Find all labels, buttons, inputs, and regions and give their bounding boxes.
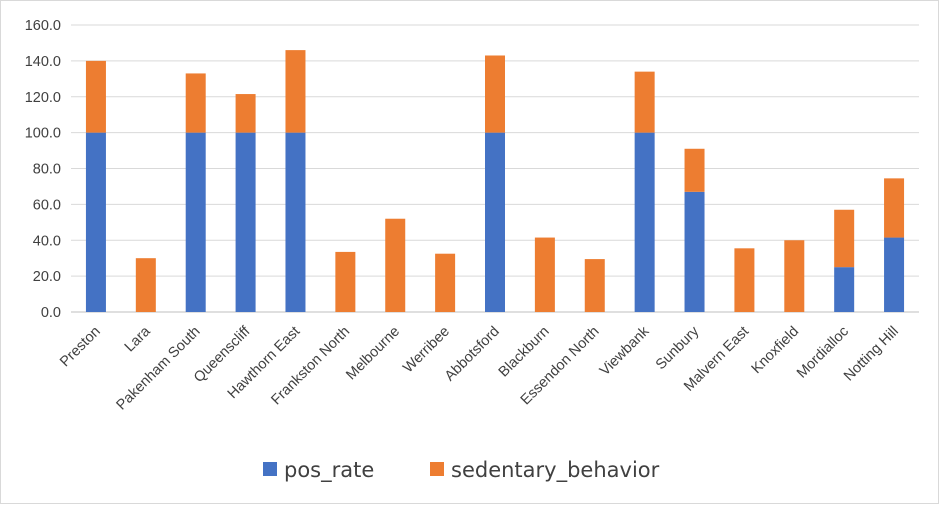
bar-sedentary-behavior	[784, 240, 805, 312]
y-tick-label: 0.0	[41, 305, 61, 321]
legend-label: pos_rate	[284, 458, 374, 483]
bar-sedentary-behavior	[584, 259, 605, 312]
legend-label: sedentary_behavior	[451, 458, 660, 483]
bar-sedentary-behavior	[684, 148, 705, 192]
bar-pos-rate	[634, 132, 655, 312]
x-tick-label: Viewbank	[597, 323, 653, 379]
bar-sedentary-behavior	[185, 73, 206, 133]
x-tick-label: Abbotsford	[442, 324, 503, 385]
legend-swatch	[263, 462, 277, 476]
x-tick-label: Preston	[57, 324, 104, 371]
bar-sedentary-behavior	[834, 209, 855, 268]
y-tick-label: 140.0	[25, 54, 61, 70]
x-tick-label: Werribee	[400, 324, 453, 377]
bar-sedentary-behavior	[85, 60, 106, 133]
bar-pos-rate	[285, 132, 306, 312]
x-tick-label: Melbourne	[343, 324, 403, 384]
legend: pos_rate sedentary_behavior	[263, 458, 660, 483]
bar-sedentary-behavior	[734, 248, 755, 312]
x-tick-label: Sunbury	[653, 323, 703, 373]
y-tick-label: 20.0	[33, 269, 61, 285]
legend-swatch	[430, 462, 444, 476]
y-tick-label: 120.0	[25, 90, 61, 106]
bar-pos-rate	[185, 132, 206, 312]
x-tick-label: Pakenham South	[114, 324, 204, 414]
y-tick-label: 40.0	[33, 233, 61, 249]
bar-sedentary-behavior	[534, 237, 555, 312]
bar-sedentary-behavior	[135, 258, 156, 312]
x-tick-label: Lara	[122, 323, 154, 355]
bar-pos-rate	[834, 267, 855, 312]
bar-pos-rate	[485, 132, 505, 312]
y-tick-label: 60.0	[33, 197, 61, 213]
y-axis-tick-labels: 0.0 20.0 40.0 60.0 80.0 100.0 120.0 140.0 160.0	[25, 18, 61, 321]
y-tick-label: 80.0	[33, 162, 61, 178]
bar-sedentary-behavior	[385, 218, 406, 312]
bar-sedentary-behavior	[235, 94, 256, 133]
bar-sedentary-behavior	[335, 251, 356, 312]
bar-sedentary-behavior	[435, 253, 456, 312]
bar-sedentary-behavior	[485, 55, 505, 133]
bar-pos-rate	[85, 132, 106, 312]
bar-sedentary-behavior	[285, 50, 306, 133]
bar-pos-rate	[884, 237, 905, 312]
x-tick-label: Notting Hill	[841, 324, 902, 385]
bars	[85, 50, 905, 312]
bar-sedentary-behavior	[634, 71, 655, 133]
bar-sedentary-behavior	[884, 178, 905, 238]
y-tick-label: 100.0	[25, 126, 61, 142]
bar-pos-rate	[684, 191, 705, 312]
y-tick-label: 160.0	[25, 18, 61, 34]
bar-pos-rate	[235, 132, 256, 312]
